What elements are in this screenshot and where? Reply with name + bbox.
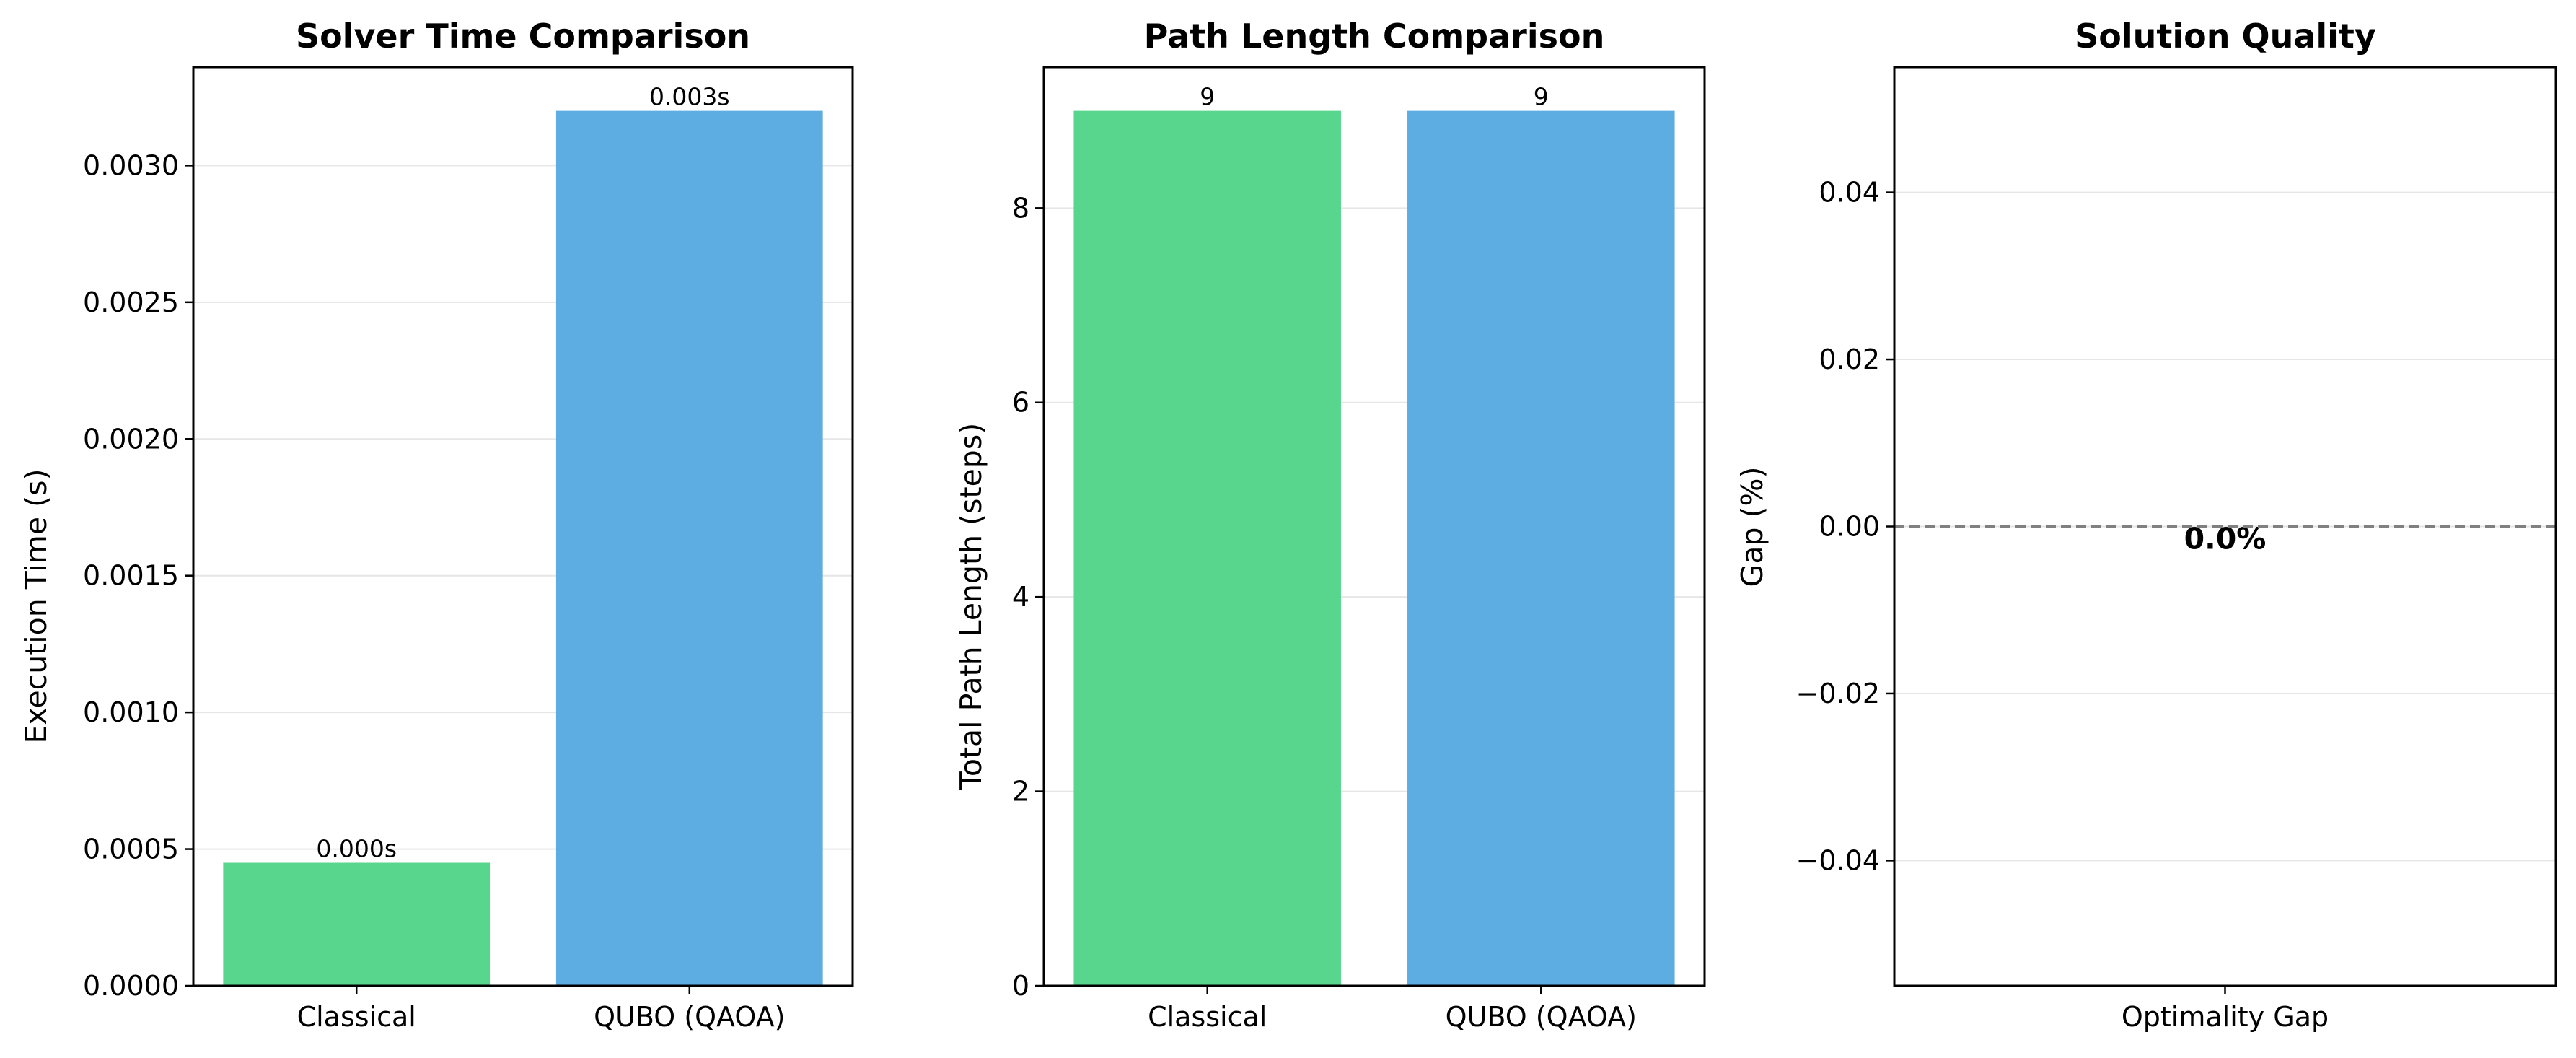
solver-time-y-ticks: 0.0000 0.0005 0.0010 0.0015 0.0020 0.0025 0.00…	[83, 149, 193, 1002]
path-length-y-tick-label: 8	[1012, 192, 1029, 224]
path-length-bars	[1073, 110, 1675, 987]
path-length-y-tick-label: 0	[1012, 970, 1029, 1002]
path-length-panel: Path Length Comparison Total Path Length…	[954, 17, 1706, 1033]
path-length-x-tick-label: Classical	[1148, 1001, 1267, 1033]
solver-time-ylabel: Execution Time (s)	[19, 469, 53, 744]
solver-time-data-label: 0.000s	[316, 835, 397, 863]
path-length-x-tick-label: QUBO (QAOA)	[1446, 1001, 1637, 1033]
solver-time-x-ticks: Classical QUBO (QAOA)	[297, 986, 785, 1033]
path-length-axes-frame	[1042, 66, 1706, 987]
solution-quality-y-tick-label: 0.02	[1819, 344, 1880, 375]
solver-time-x-tick-label: QUBO (QAOA)	[594, 1001, 785, 1033]
solver-time-bars	[223, 110, 823, 987]
solver-time-y-tick-label: 0.0010	[83, 696, 179, 728]
solver-time-y-tick-label: 0.0020	[83, 423, 179, 455]
solver-time-bar-0	[223, 862, 491, 986]
solver-time-bar-1	[555, 110, 823, 987]
solution-quality-y-tick-label: 0.00	[1819, 511, 1880, 543]
solver-time-panel: Solver Time Comparison Execution Time (s…	[19, 17, 854, 1033]
solver-time-x-tick-label: Classical	[297, 1001, 416, 1033]
path-length-x-ticks: Classical QUBO (QAOA)	[1148, 986, 1637, 1033]
solution-quality-title: Solution Quality	[2075, 17, 2376, 56]
path-length-bar-0	[1073, 110, 1341, 987]
solution-quality-ylabel: Gap (%)	[1735, 467, 1770, 587]
solver-time-y-tick-label: 0.0000	[83, 970, 179, 1002]
solution-quality-x-ticks: Optimality Gap	[2122, 986, 2329, 1033]
path-length-ylabel: Total Path Length (steps)	[954, 423, 988, 790]
path-length-title: Path Length Comparison	[1144, 17, 1605, 56]
solution-quality-data-labels: 0.0%	[2184, 522, 2267, 556]
solver-time-title: Solver Time Comparison	[296, 17, 750, 56]
path-length-y-tick-label: 2	[1012, 776, 1029, 808]
solver-time-y-tick-label: 0.0015	[83, 560, 179, 592]
solution-quality-y-tick-label: −0.02	[1796, 678, 1880, 709]
solution-quality-y-ticks: −0.04 −0.02 0.00 0.02 0.04	[1796, 177, 1894, 876]
solution-quality-y-tick-label: −0.04	[1796, 844, 1880, 876]
solver-time-data-labels: 0.000s 0.003s	[316, 83, 729, 863]
solver-time-y-tick-label: 0.0005	[83, 834, 179, 865]
solution-quality-x-tick-label: Optimality Gap	[2122, 1001, 2329, 1033]
path-length-y-ticks: 0 2 4 6 8	[1012, 192, 1044, 1002]
path-length-y-tick-label: 4	[1012, 581, 1029, 613]
solution-quality-data-label: 0.0%	[2184, 522, 2267, 556]
path-length-y-tick-label: 6	[1012, 387, 1029, 419]
solution-quality-panel: Solution Quality Gap (%) 0.0% −0.04 −0.02…	[1735, 17, 2557, 1033]
solver-time-y-tick-label: 0.0030	[83, 149, 179, 181]
path-length-data-label: 9	[1200, 83, 1215, 111]
solver-time-data-label: 0.003s	[649, 83, 730, 111]
path-length-data-label: 9	[1534, 83, 1549, 111]
solver-time-axes-frame	[192, 66, 854, 987]
solver-time-y-tick-label: 0.0025	[83, 287, 179, 318]
path-length-bar-1	[1407, 110, 1675, 987]
solution-quality-y-tick-label: 0.04	[1819, 177, 1880, 209]
